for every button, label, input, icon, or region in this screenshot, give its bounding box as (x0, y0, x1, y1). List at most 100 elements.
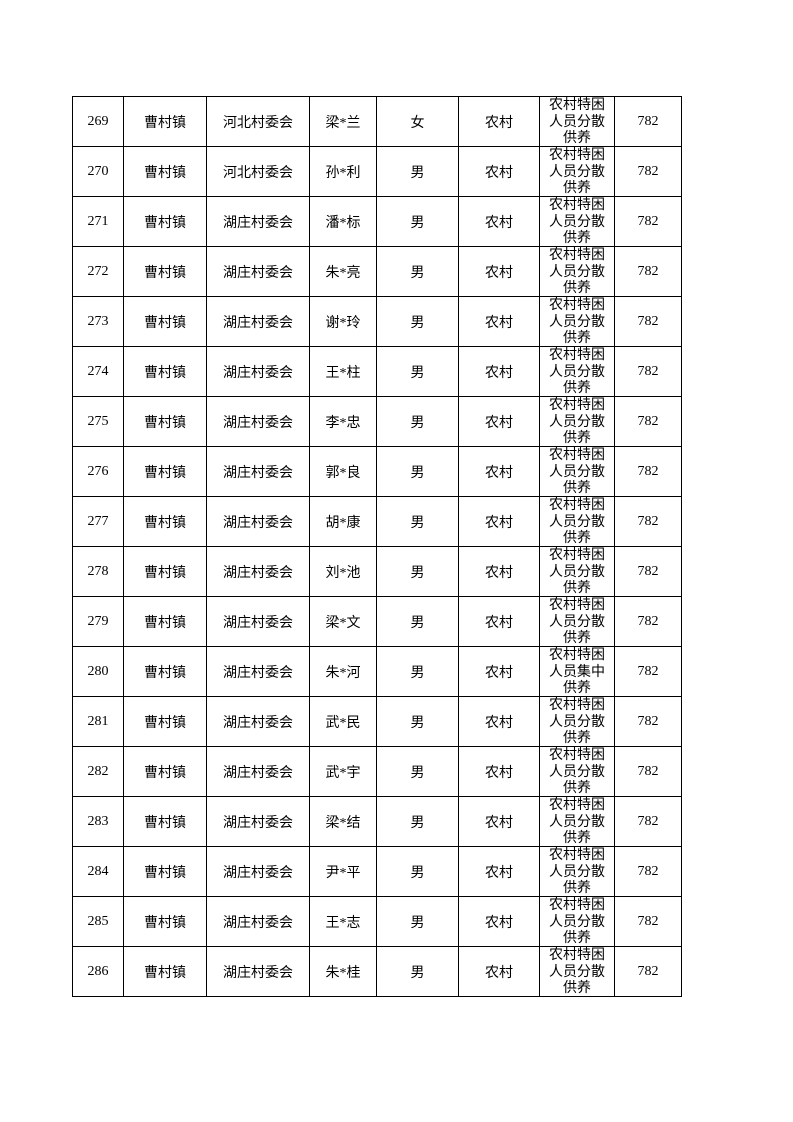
cell-name: 郭*良 (309, 446, 377, 497)
cell-town: 曹村镇 (123, 446, 207, 497)
cell-amount: 782 (614, 946, 682, 997)
cell-gender: 男 (376, 246, 459, 297)
table-row: 284 曹村镇 湖庄村委会 尹*平男农村 农村特困人员分散供养 782 (72, 846, 682, 897)
cell-name: 胡*康 (309, 496, 377, 547)
cell-amount: 782 (614, 496, 682, 547)
cell-amount: 782 (614, 346, 682, 397)
cell-village: 湖庄村委会 (206, 546, 310, 597)
table-row: 270 曹村镇 河北村委会 孙*利男农村 农村特困人员分散供养 782 (72, 146, 682, 197)
cell-name: 王*柱 (309, 346, 377, 397)
table-row: 276 曹村镇 湖庄村委会 郭*良男农村 农村特困人员分散供养 782 (72, 446, 682, 497)
cell-no: 274 (72, 346, 124, 397)
cell-gender: 男 (376, 796, 459, 847)
cell-name: 梁*兰 (309, 96, 377, 147)
cell-amount: 782 (614, 746, 682, 797)
cell-town: 曹村镇 (123, 846, 207, 897)
cell-name: 刘*池 (309, 546, 377, 597)
cell-category: 农村特困人员分散供养 (539, 546, 615, 597)
cell-category: 农村特困人员分散供养 (539, 196, 615, 247)
cell-village: 湖庄村委会 (206, 346, 310, 397)
cell-area: 农村 (458, 696, 540, 747)
cell-no: 277 (72, 496, 124, 547)
cell-village: 湖庄村委会 (206, 296, 310, 347)
cell-name: 朱*亮 (309, 246, 377, 297)
cell-category: 农村特困人员分散供养 (539, 396, 615, 447)
cell-category-text: 农村特困人员分散供养 (549, 198, 605, 246)
cell-no: 279 (72, 596, 124, 647)
cell-amount: 782 (614, 596, 682, 647)
cell-name: 朱*桂 (309, 946, 377, 997)
cell-town: 曹村镇 (123, 96, 207, 147)
cell-gender: 男 (376, 496, 459, 547)
cell-town: 曹村镇 (123, 196, 207, 247)
cell-no: 282 (72, 746, 124, 797)
cell-area: 农村 (458, 646, 540, 697)
cell-town: 曹村镇 (123, 496, 207, 547)
cell-category: 农村特困人员分散供养 (539, 846, 615, 897)
table-row: 271 曹村镇 湖庄村委会 潘*标男农村 农村特困人员分散供养 782 (72, 196, 682, 247)
table-row: 282 曹村镇 湖庄村委会 武*宇男农村 农村特困人员分散供养 782 (72, 746, 682, 797)
cell-gender: 男 (376, 596, 459, 647)
cell-gender: 男 (376, 696, 459, 747)
cell-category: 农村特困人员分散供养 (539, 246, 615, 297)
table-row: 269 曹村镇 河北村委会 梁*兰女农村 农村特困人员分散供养 782 (72, 96, 682, 147)
cell-village: 湖庄村委会 (206, 846, 310, 897)
cell-gender: 男 (376, 446, 459, 497)
cell-category-text: 农村特困人员分散供养 (549, 98, 605, 146)
cell-area: 农村 (458, 896, 540, 947)
cell-category: 农村特困人员分散供养 (539, 446, 615, 497)
cell-amount: 782 (614, 146, 682, 197)
cell-category-text: 农村特困人员分散供养 (549, 698, 605, 746)
cell-name: 孙*利 (309, 146, 377, 197)
cell-town: 曹村镇 (123, 296, 207, 347)
table-row: 283 曹村镇 湖庄村委会 梁*结男农村 农村特困人员分散供养 782 (72, 796, 682, 847)
cell-area: 农村 (458, 946, 540, 997)
cell-amount: 782 (614, 846, 682, 897)
cell-village: 湖庄村委会 (206, 196, 310, 247)
cell-name: 尹*平 (309, 846, 377, 897)
cell-category-text: 农村特困人员分散供养 (549, 948, 605, 996)
table-row: 272 曹村镇 湖庄村委会 朱*亮男农村 农村特困人员分散供养 782 (72, 246, 682, 297)
table-row: 281 曹村镇 湖庄村委会 武*民男农村 农村特困人员分散供养 782 (72, 696, 682, 747)
cell-town: 曹村镇 (123, 596, 207, 647)
cell-amount: 782 (614, 396, 682, 447)
cell-town: 曹村镇 (123, 646, 207, 697)
cell-name: 梁*结 (309, 796, 377, 847)
cell-gender: 男 (376, 646, 459, 697)
cell-gender: 男 (376, 546, 459, 597)
table-row: 286 曹村镇 湖庄村委会 朱*桂男农村 农村特困人员分散供养 782 (72, 946, 682, 997)
cell-category-text: 农村特困人员分散供养 (549, 398, 605, 446)
cell-category: 农村特困人员分散供养 (539, 596, 615, 647)
cell-category: 农村特困人员分散供养 (539, 346, 615, 397)
cell-category: 农村特困人员分散供养 (539, 296, 615, 347)
cell-amount: 782 (614, 96, 682, 147)
table-row: 279 曹村镇 湖庄村委会 梁*文男农村 农村特困人员分散供养 782 (72, 596, 682, 647)
cell-village: 湖庄村委会 (206, 596, 310, 647)
cell-town: 曹村镇 (123, 696, 207, 747)
cell-category-text: 农村特困人员分散供养 (549, 848, 605, 896)
cell-amount: 782 (614, 646, 682, 697)
cell-area: 农村 (458, 446, 540, 497)
cell-area: 农村 (458, 146, 540, 197)
cell-name: 梁*文 (309, 596, 377, 647)
cell-amount: 782 (614, 696, 682, 747)
table-row: 273 曹村镇 湖庄村委会 谢*玲男农村 农村特困人员分散供养 782 (72, 296, 682, 347)
cell-area: 农村 (458, 346, 540, 397)
cell-category-text: 农村特困人员集中供养 (549, 648, 605, 696)
cell-village: 湖庄村委会 (206, 946, 310, 997)
cell-name: 朱*河 (309, 646, 377, 697)
cell-no: 273 (72, 296, 124, 347)
table-row: 274 曹村镇 湖庄村委会 王*柱男农村 农村特困人员分散供养 782 (72, 346, 682, 397)
cell-area: 农村 (458, 196, 540, 247)
cell-amount: 782 (614, 296, 682, 347)
cell-town: 曹村镇 (123, 346, 207, 397)
cell-category: 农村特困人员分散供养 (539, 896, 615, 947)
cell-town: 曹村镇 (123, 946, 207, 997)
cell-category-text: 农村特困人员分散供养 (549, 348, 605, 396)
cell-category: 农村特困人员分散供养 (539, 796, 615, 847)
cell-category-text: 农村特困人员分散供养 (549, 798, 605, 846)
cell-no: 280 (72, 646, 124, 697)
cell-gender: 女 (376, 96, 459, 147)
cell-gender: 男 (376, 146, 459, 197)
cell-area: 农村 (458, 246, 540, 297)
